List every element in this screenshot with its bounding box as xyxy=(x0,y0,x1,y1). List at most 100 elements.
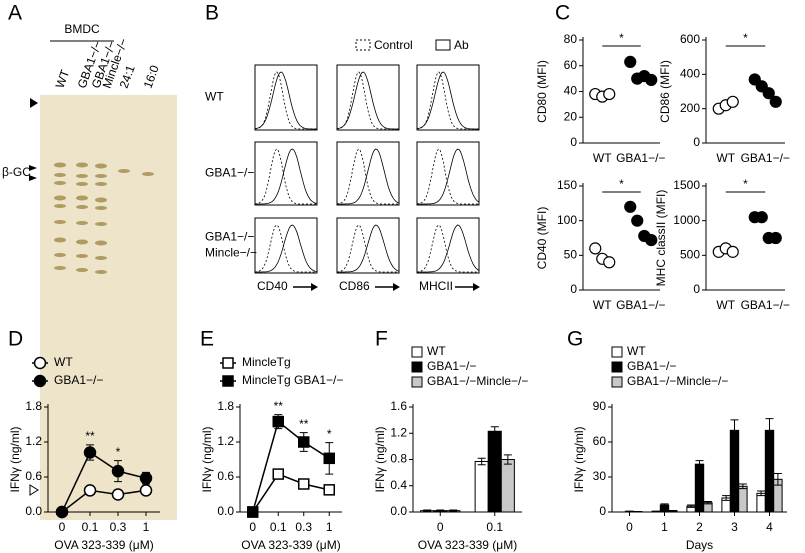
legend-label: WT xyxy=(427,344,446,358)
x-tick-label: 2 xyxy=(696,520,703,534)
tlc-band xyxy=(95,222,107,226)
y-tick-label: 1.2 xyxy=(390,425,407,439)
dot xyxy=(769,231,782,245)
x-axis-label: OVA 323-339 (μM) xyxy=(54,538,153,552)
tlc-band xyxy=(76,254,88,258)
y-tick-label: 0 xyxy=(599,504,606,518)
histogram-box xyxy=(416,64,480,131)
y-tick-label: 600 xyxy=(680,32,700,46)
y-tick-label: 1500 xyxy=(673,178,700,192)
antibody-histogram xyxy=(337,224,400,273)
dot xyxy=(726,95,739,108)
y-tick-label: 0 xyxy=(693,282,700,296)
error-bar xyxy=(668,509,677,512)
legend-label: Ab xyxy=(454,38,469,52)
panel-label: E xyxy=(200,328,214,351)
data-point xyxy=(272,468,284,480)
dot xyxy=(603,256,616,269)
y-axis-label: MHC classII (MFI) xyxy=(654,190,668,287)
significance-label: * xyxy=(619,177,624,191)
error-bar xyxy=(687,504,696,508)
error-bar xyxy=(436,509,445,512)
front-arrow xyxy=(29,484,39,496)
x-tick-label: WT xyxy=(716,151,735,165)
legend-swatch xyxy=(411,346,423,358)
x-tick-label: 0.1 xyxy=(82,520,99,534)
data-point xyxy=(247,506,259,518)
legend-swatch xyxy=(611,346,623,358)
axis-arrowhead xyxy=(393,283,400,291)
control-histogram xyxy=(416,148,479,205)
x-tick-label: GBA1−/− xyxy=(616,298,665,312)
y-tick-label: 150 xyxy=(557,178,577,192)
tlc-band xyxy=(54,220,66,224)
legend-swatch xyxy=(435,39,451,51)
dot xyxy=(589,242,602,255)
x-tick-label: WT xyxy=(593,298,612,312)
y-tick-label: 20 xyxy=(564,109,578,123)
legend-swatch xyxy=(355,39,371,51)
significance-label: ** xyxy=(85,429,95,443)
histogram-box xyxy=(416,217,480,274)
legend-label: GBA1−/−Mincle−/− xyxy=(627,374,728,388)
data-point xyxy=(83,484,97,497)
axis-arrowhead xyxy=(473,283,480,291)
tlc-band xyxy=(76,268,88,272)
row-label: Mincle−/− xyxy=(205,246,257,260)
tlc-band xyxy=(76,239,88,245)
series-line xyxy=(61,451,147,513)
tlc-band xyxy=(95,163,107,169)
control-histogram xyxy=(336,148,399,205)
tlc-band xyxy=(54,181,66,185)
y-tick-label: 100 xyxy=(557,213,577,227)
significance-label: * xyxy=(116,445,121,459)
x-tick-label: 4 xyxy=(766,520,773,534)
error-bar xyxy=(449,509,458,512)
y-tick-label: 0 xyxy=(570,282,577,296)
antibody-histogram xyxy=(337,148,400,205)
y-tick-label: 30 xyxy=(593,469,607,483)
tlc-band xyxy=(76,174,88,178)
tlc-band xyxy=(76,182,88,186)
y-tick-label: 40 xyxy=(564,84,578,98)
bar xyxy=(500,459,515,513)
x-tick-label: 0 xyxy=(59,520,66,534)
histogram-box xyxy=(336,217,400,274)
dot xyxy=(624,55,637,68)
tlc-band xyxy=(118,169,130,173)
legend-label: Control xyxy=(374,38,413,52)
dot xyxy=(726,245,739,258)
histogram-box xyxy=(254,141,318,206)
y-tick-label: 1.2 xyxy=(217,434,234,448)
significance-label: * xyxy=(743,177,748,191)
error-bar xyxy=(695,460,704,469)
origin-arrow xyxy=(30,98,38,108)
tlc-plate xyxy=(40,95,177,520)
dot xyxy=(769,95,782,108)
tlc-band xyxy=(76,205,88,209)
legend-label: GBA1−/− xyxy=(627,359,676,373)
tlc-band xyxy=(54,162,66,168)
data-point xyxy=(111,488,125,501)
panel-label: A xyxy=(8,2,22,25)
y-tick-label: 1.6 xyxy=(390,399,407,413)
histogram-box xyxy=(336,64,400,131)
error-bar xyxy=(730,419,739,442)
data-point xyxy=(55,505,69,519)
y-tick-label: 1000 xyxy=(673,213,700,227)
legend-swatch xyxy=(411,376,423,388)
y-axis-label: IFNγ (ng/ml) xyxy=(200,426,214,492)
error-bar xyxy=(765,418,774,443)
x-axis-label: Days xyxy=(686,538,713,552)
y-axis-label: IFNγ (ng/ml) xyxy=(373,426,387,492)
tlc-band xyxy=(95,256,107,260)
histogram-box xyxy=(416,141,480,206)
error-bar xyxy=(503,454,512,465)
tlc-band xyxy=(76,162,88,168)
bar xyxy=(729,429,740,513)
panel-label: B xyxy=(205,2,219,25)
tlc-band xyxy=(54,266,66,270)
axis-arrowhead xyxy=(311,283,318,291)
data-point xyxy=(139,471,153,485)
x-axis-label: OVA 323-339 (μM) xyxy=(241,538,340,552)
